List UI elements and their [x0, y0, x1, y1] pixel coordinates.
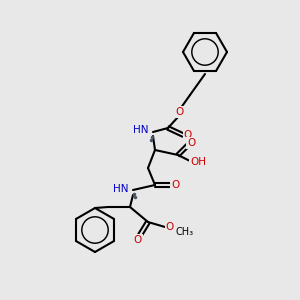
- Text: O: O: [171, 180, 179, 190]
- Text: HN: HN: [112, 184, 128, 194]
- Text: O: O: [166, 222, 174, 232]
- Text: CH₃: CH₃: [176, 227, 194, 237]
- Text: O: O: [175, 107, 183, 117]
- Text: O: O: [134, 235, 142, 245]
- Text: O: O: [184, 130, 192, 140]
- Text: HN: HN: [133, 125, 148, 135]
- Text: OH: OH: [190, 157, 206, 167]
- Text: O: O: [187, 138, 195, 148]
